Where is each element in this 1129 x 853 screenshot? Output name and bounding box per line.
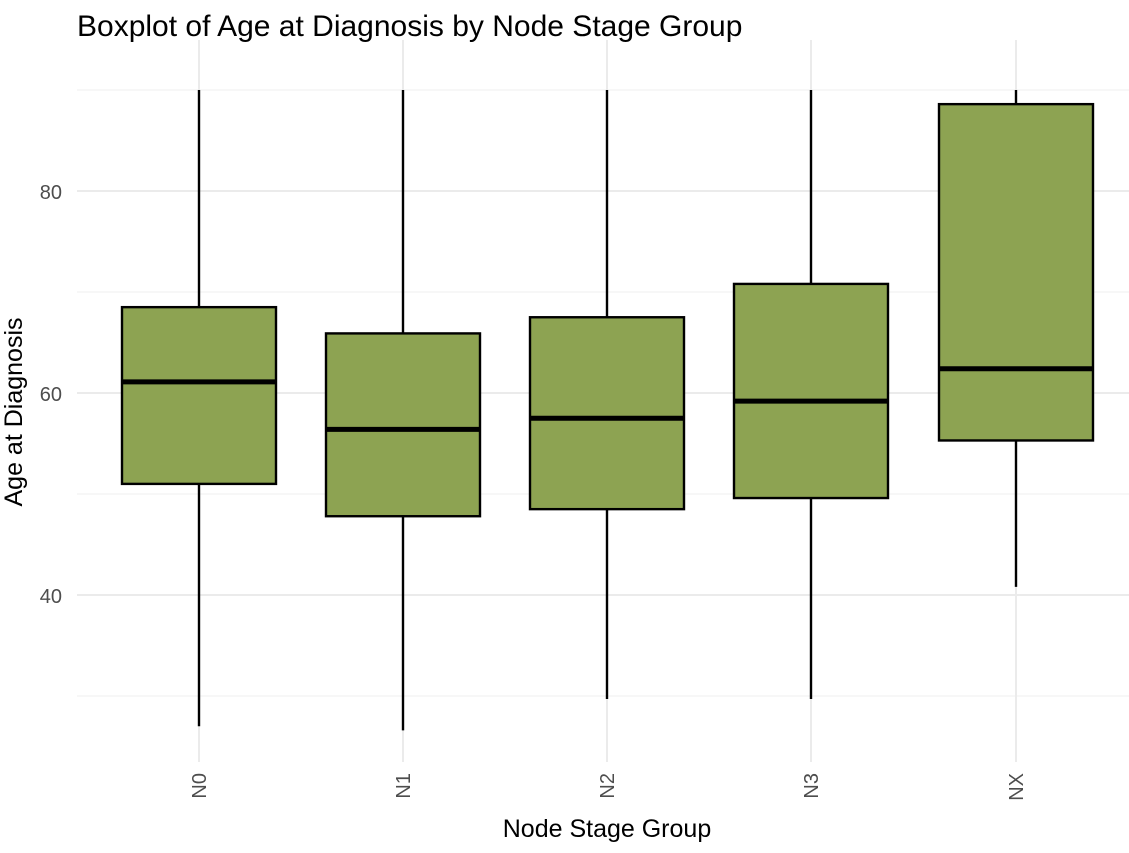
x-tick-label: N1 [393, 773, 415, 799]
x-tick-label: N3 [801, 773, 823, 799]
x-tick-label: N2 [597, 773, 619, 799]
y-axis-title: Age at Diagnosis [0, 317, 28, 506]
y-tick-label: 40 [40, 586, 62, 608]
boxes [120, 90, 1095, 731]
iqr-box [937, 102, 1095, 442]
box-n0 [120, 90, 278, 727]
box-n2 [528, 90, 686, 700]
chart-title: Boxplot of Age at Diagnosis by Node Stag… [77, 10, 742, 43]
box-nx [937, 90, 1095, 587]
iqr-box [732, 282, 890, 500]
y-tick-label: 80 [40, 182, 62, 204]
iqr-box [324, 332, 482, 518]
box-n1 [324, 90, 482, 731]
box-n3 [732, 90, 890, 700]
iqr-box [528, 316, 686, 511]
y-tick-label: 60 [40, 384, 62, 406]
x-axis-title: Node Stage Group [503, 815, 711, 843]
x-tick-label: N0 [189, 773, 211, 799]
iqr-box [120, 305, 278, 486]
x-tick-label: NX [1006, 773, 1028, 801]
axes: 40 60 80 N0 N1 N2 N3 NX [40, 182, 1028, 801]
